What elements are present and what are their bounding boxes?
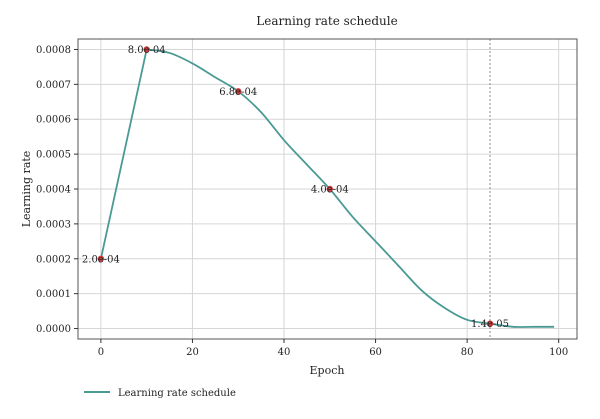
y-tick-label: 0.0001 bbox=[36, 289, 71, 300]
y-tick-label: 0.0000 bbox=[36, 324, 71, 335]
highlight-marker bbox=[235, 88, 242, 95]
x-tick-label: 100 bbox=[549, 347, 568, 358]
x-tick-label: 80 bbox=[461, 347, 474, 358]
y-tick-label: 0.0004 bbox=[36, 185, 71, 196]
highlight-marker bbox=[326, 185, 333, 193]
y-axis-ticks: 0.0000 0.0001 0.0002 0.0003 0.0004 0.0005 0.00… bbox=[36, 45, 78, 335]
y-axis-label: Learning rate bbox=[20, 151, 33, 228]
legend-label: Learning rate schedule bbox=[118, 388, 236, 399]
highlight-marker bbox=[97, 255, 105, 262]
y-tick-label: 0.0006 bbox=[36, 115, 71, 126]
markers-layer: 2.0e-04 8.0e-04 6.8e-04 4.0e-04 1.4e-05 bbox=[82, 45, 509, 330]
y-tick-label: 0.0008 bbox=[36, 45, 71, 56]
y-tick-label: 0.0007 bbox=[36, 80, 71, 91]
legend: Learning rate schedule bbox=[84, 388, 236, 399]
grid-lines bbox=[78, 39, 577, 339]
x-axis-label: Epoch bbox=[310, 364, 345, 377]
x-tick-label: 40 bbox=[278, 347, 291, 358]
x-tick-label: 60 bbox=[369, 347, 382, 358]
chart-title: Learning rate schedule bbox=[256, 14, 397, 28]
marker-label: 4.0e-04 bbox=[311, 185, 349, 196]
highlight-marker bbox=[143, 46, 150, 53]
x-axis-ticks: 0 20 40 60 80 100 bbox=[98, 339, 568, 358]
marker-label: 6.8e-04 bbox=[219, 87, 257, 98]
x-tick-label: 0 bbox=[98, 347, 104, 358]
y-tick-label: 0.0003 bbox=[36, 219, 71, 230]
y-tick-label: 0.0002 bbox=[36, 254, 71, 265]
marker-label: 2.0e-04 bbox=[82, 254, 120, 265]
x-tick-label: 20 bbox=[186, 347, 199, 358]
highlight-marker bbox=[486, 320, 494, 327]
marker-label: 1.4e-05 bbox=[471, 319, 509, 330]
y-tick-label: 0.0005 bbox=[36, 150, 71, 161]
marker-label: 8.0e-04 bbox=[128, 45, 166, 56]
